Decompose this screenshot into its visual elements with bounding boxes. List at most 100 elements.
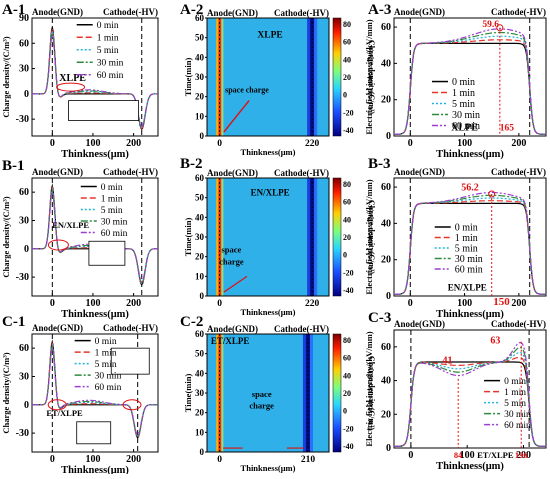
x-axis-label: Thinkness(μm) (436, 461, 504, 472)
charge-series (32, 347, 158, 437)
y-tick-label: 20 (195, 252, 205, 262)
inset-box (88, 240, 126, 266)
max-marker (488, 190, 496, 198)
panel-label-a3: A-3 (368, 2, 391, 18)
charge-plot-B-1: 0 100 200 -30 0 30 60 Thinkness(μm) Charge densi… (1, 167, 159, 320)
legend-entry: 0 min (95, 337, 117, 347)
colorbar-tick-label: 20 (343, 233, 351, 242)
y-tick-label: 40 (381, 58, 391, 69)
legend-entry: 1 min (504, 388, 526, 398)
max-value-label: 63 (490, 335, 500, 346)
y-tick-label: 60 (195, 329, 205, 339)
panel-label-c1: C-1 (2, 314, 25, 330)
y-tick-label: 60 (195, 173, 205, 183)
y-tick-label: 60 (381, 342, 391, 353)
highlight-ellipse (122, 399, 142, 411)
heatmap-anode-band (216, 178, 219, 296)
y-tick-label: 50 (195, 33, 205, 43)
max-value-label: 56.2 (461, 183, 479, 194)
x-axis-label: Thinkness(μm) (436, 149, 504, 160)
space-charge-label: charge (249, 401, 274, 411)
field-series (394, 28, 546, 135)
y-tick-label: 0 (24, 400, 29, 411)
x-tick-label: 200 (126, 454, 141, 465)
x-axis-label: Thinkness(μm) (241, 307, 296, 317)
y-tick-label: -30 (16, 114, 29, 125)
anode-label: Anode(GND) (394, 7, 445, 17)
y-axis-label: Electric field intensity/(kV/mm) (364, 331, 374, 446)
plot-frame (393, 17, 547, 137)
x-tick-label: 0 (217, 299, 222, 309)
heatmap-anode-fringe (221, 334, 224, 452)
heatmap-cathode-tail (314, 18, 318, 136)
x-tick-label: 0 (50, 138, 55, 149)
legend-entry: 5 min (455, 244, 478, 255)
heatmap-anode-fringe (221, 178, 224, 296)
space-charge-arrow (223, 275, 248, 293)
field-series (394, 39, 546, 135)
charge-series (32, 185, 158, 285)
charge-plot-A-1: 0 100 200 -30 0 30 60 90 Thinkness(μm) Charge den… (1, 7, 159, 160)
cathode-label: Cathode(-HV) (274, 168, 329, 178)
legend-entry: 0 min (97, 21, 119, 31)
panel-label-c2: C-2 (180, 314, 203, 330)
y-tick-label: -30 (16, 428, 29, 439)
y-tick-label: 20 (381, 409, 391, 420)
material-label: EN/XLPE (448, 283, 487, 293)
heatmap-anode-peak (218, 178, 222, 296)
anode-label: Anode(GND) (394, 167, 445, 177)
x-tick-label: 0 (408, 450, 413, 461)
anode-label: Anode(GND) (32, 7, 83, 17)
panel-label-b3: B-3 (368, 156, 391, 172)
x-tick-label: 200 (516, 450, 531, 461)
y-tick-label: 30 (19, 215, 29, 226)
x-axis-label: Thinkness(μm) (61, 465, 129, 474)
legend-entry: 60 min (97, 71, 124, 81)
y-tick-label: 0 (200, 447, 205, 457)
x-tick-label: 0 (50, 298, 55, 309)
heatmap-anode-band (216, 18, 219, 136)
x-tick-label: 0 (408, 298, 413, 309)
colorbar-tick-label: -40 (343, 126, 354, 135)
heatmap-anode-peak (218, 334, 222, 452)
legend-entry: 5 min (452, 99, 475, 110)
material-label: EN/XLPE (52, 220, 89, 230)
material-label: XLPE (257, 31, 282, 41)
legend-entry: 60 min (504, 421, 531, 431)
plot-frame (393, 177, 547, 297)
x-tick-label: 0 (217, 139, 222, 149)
legend-entry: 30 min (97, 59, 124, 69)
highlight-ellipse (47, 239, 69, 251)
legend-entry: 5 min (97, 46, 119, 56)
heatmap-anode-fringe (221, 18, 224, 136)
inset-box (76, 421, 112, 445)
x-tick-label: 100 (85, 454, 100, 465)
material-label: XLPE (451, 123, 478, 134)
x-axis-label: Thinkness(μm) (61, 309, 129, 320)
field-plot-A-3: 0 100 200 0 20 40 60 Thinkness(μm) Electric fiel… (364, 7, 547, 160)
colorbar-tick-label: -20 (343, 268, 354, 277)
space-charge-label: space charge (225, 86, 269, 95)
y-tick-label: 10 (195, 111, 205, 121)
material-label: XLPE (59, 73, 86, 84)
anode-label: Anode(GND) (32, 167, 83, 177)
material-label: ET/XLPE (477, 450, 514, 460)
colorbar-tick-label: -40 (343, 442, 354, 451)
y-tick-label: 30 (195, 72, 205, 82)
max-marker (496, 24, 504, 32)
max-value-label: 59.6 (482, 20, 499, 30)
panel-label-b1: B-1 (2, 158, 25, 174)
highlight-ellipse (56, 82, 86, 92)
charge-series (32, 29, 158, 130)
x-tick-label: 100 (457, 138, 472, 149)
y-tick-label: 60 (381, 182, 391, 193)
space-charge-arrow (223, 100, 250, 133)
legend-entry: 0 min (452, 77, 475, 88)
x-axis-label: Thinkness(μm) (241, 463, 296, 473)
x-tick-label: 200 (511, 138, 526, 149)
x-tick-label: 200 (511, 298, 526, 309)
cathode-label: Cathode(-HV) (103, 167, 158, 177)
x-tick-label: 0 (50, 454, 55, 465)
plot-frame (31, 333, 159, 453)
